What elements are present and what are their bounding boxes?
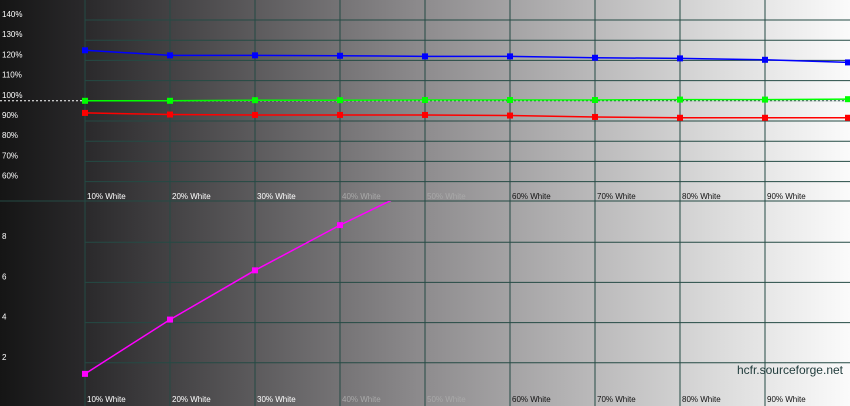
x-tick-label-bottom: 10% White bbox=[87, 395, 126, 404]
delta-e-panel bbox=[82, 201, 392, 377]
x-tick-label-top: 10% White bbox=[87, 192, 126, 201]
data-point bbox=[677, 114, 683, 121]
y-tick-label-top: 80% bbox=[2, 131, 18, 140]
labels: 140% 130% 120% 110% 100% 90% 80% 70% 60% 8 6 4 2 10% … bbox=[2, 10, 806, 404]
y-tick-label-top: 120% bbox=[2, 50, 22, 59]
watermark: hcfr.sourceforge.net bbox=[737, 363, 844, 377]
data-point bbox=[82, 47, 88, 54]
x-tick-label-top: 70% White bbox=[597, 192, 636, 201]
data-point bbox=[252, 52, 258, 59]
data-point bbox=[762, 96, 768, 103]
data-point bbox=[252, 97, 258, 104]
data-point bbox=[337, 97, 343, 104]
data-point bbox=[592, 96, 598, 103]
y-tick-label-bottom: 2 bbox=[2, 353, 7, 362]
series-line bbox=[84, 112, 848, 119]
data-point bbox=[677, 55, 683, 62]
x-tick-label-bottom: 20% White bbox=[172, 395, 211, 404]
data-point bbox=[507, 53, 513, 60]
y-tick-label-top: 130% bbox=[2, 30, 22, 39]
x-tick-label-top: 30% White bbox=[257, 192, 296, 201]
x-tick-label-bottom: 60% White bbox=[512, 395, 551, 404]
x-tick-label-top: 50% White bbox=[427, 192, 466, 201]
data-point bbox=[592, 113, 598, 120]
data-point bbox=[592, 54, 598, 61]
data-point bbox=[82, 370, 88, 377]
data-point bbox=[845, 59, 850, 66]
series-line bbox=[85, 98, 849, 102]
x-tick-label-top: 90% White bbox=[767, 192, 806, 201]
y-tick-label-top: 140% bbox=[2, 10, 22, 19]
x-tick-label-top: 60% White bbox=[512, 192, 551, 201]
y-tick-label-top: 60% bbox=[2, 172, 18, 181]
x-tick-label-bottom: 30% White bbox=[257, 395, 296, 404]
data-point bbox=[167, 97, 173, 104]
y-tick-label-bottom: 6 bbox=[2, 272, 7, 281]
y-tick-label-bottom: 8 bbox=[2, 232, 7, 241]
data-point bbox=[167, 111, 173, 118]
data-point bbox=[167, 52, 173, 59]
y-tick-label-top: 70% bbox=[2, 151, 18, 160]
data-point bbox=[82, 97, 88, 104]
x-tick-label-bottom: 80% White bbox=[682, 395, 721, 404]
rgb-balance-panel bbox=[82, 47, 850, 121]
data-point bbox=[422, 111, 428, 118]
y-tick-label-top: 100% bbox=[2, 91, 22, 100]
data-point bbox=[677, 96, 683, 103]
data-point bbox=[252, 111, 258, 118]
y-tick-label-top: 90% bbox=[2, 111, 18, 120]
data-point bbox=[845, 114, 850, 121]
data-point bbox=[762, 56, 768, 63]
x-tick-label-top: 20% White bbox=[172, 192, 211, 201]
data-point bbox=[167, 316, 173, 323]
y-tick-label-top: 110% bbox=[2, 71, 22, 80]
x-tick-label-top: 80% White bbox=[682, 192, 721, 201]
x-tick-label-bottom: 90% White bbox=[767, 395, 806, 404]
data-point bbox=[337, 52, 343, 59]
data-point bbox=[337, 111, 343, 118]
data-point bbox=[507, 112, 513, 119]
data-point bbox=[422, 96, 428, 103]
data-point bbox=[507, 96, 513, 103]
data-point bbox=[82, 109, 88, 116]
y-tick-label-bottom: 4 bbox=[2, 313, 7, 322]
data-point bbox=[422, 53, 428, 60]
x-tick-label-top: 40% White bbox=[342, 192, 381, 201]
data-point bbox=[252, 267, 258, 274]
x-tick-label-bottom: 50% White bbox=[427, 395, 466, 404]
x-tick-label-bottom: 70% White bbox=[597, 395, 636, 404]
data-point bbox=[762, 114, 768, 121]
data-point bbox=[845, 96, 850, 103]
data-point bbox=[337, 222, 343, 229]
x-tick-label-bottom: 40% White bbox=[342, 395, 381, 404]
series-line bbox=[84, 49, 849, 64]
